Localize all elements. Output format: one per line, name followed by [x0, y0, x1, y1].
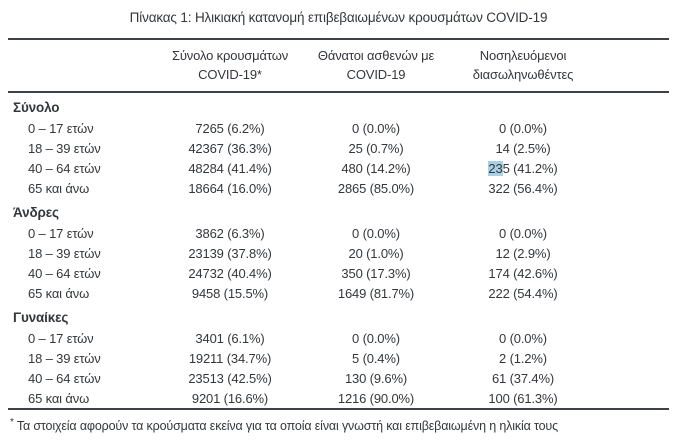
deaths-cell: 5 (0.4%) [352, 350, 400, 366]
table-header-row: Σύνολο κρουσμάτων COVID-19* Θάνατοι ασθε… [8, 40, 669, 93]
cases-cell: 23513 (42.5%) [188, 370, 272, 386]
footnote: * Τα στοιχεία αφορούν τα κρούσματα εκείν… [10, 414, 669, 435]
table-row: 0 – 17 ετών 3862 (6.3%) 0 (0.0%) 0 (0.0%) [8, 223, 669, 243]
table-row: 0 – 17 ετών 7265 (6.2%) 0 (0.0%) 0 (0.0%) [8, 118, 669, 138]
age-label: 65 και άνω [28, 285, 90, 301]
table-row: 18 – 39 ετών 42367 (36.3%) 25 (0.7%) 14 (2.… [8, 138, 669, 158]
section-header-row: Γυναίκες [8, 307, 669, 328]
cases-cell: 3862 (6.3%) [195, 225, 265, 241]
section-header-row: Άνδρες [8, 202, 669, 223]
cases-cell: 7265 (6.2%) [195, 120, 265, 136]
intubated-cell: 61 (37.4%) [491, 370, 555, 386]
age-label: 40 – 64 ετών [28, 160, 101, 176]
age-label: 0 – 17 ετών [28, 330, 94, 346]
cases-cell: 3401 (6.1%) [195, 330, 265, 346]
cases-cell: 19211 (34.7%) [188, 350, 272, 366]
footnote-text: Τα στοιχεία αφορούν τα κρούσματα εκείνα … [16, 419, 558, 434]
deaths-cell: 0 (0.0%) [352, 225, 400, 241]
age-label: 18 – 39 ετών [28, 245, 101, 261]
cases-cell: 18664 (16.0%) [188, 180, 272, 196]
cases-cell: 42367 (36.3%) [188, 140, 272, 156]
table-row: 18 – 39 ετών 23139 (37.8%) 20 (1.0%) 12 (2.… [8, 243, 669, 263]
column-header-cases-line2: COVID-19* [198, 67, 262, 82]
table-row: 0 – 17 ετών 3401 (6.1%) 0 (0.0%) 0 (0.0%) [8, 328, 669, 348]
cases-cell: 9201 (16.6%) [191, 390, 269, 406]
intubated-cell: 322 (56.4%) [488, 180, 558, 196]
column-header-intubated: Νοσηλευόμενοι διασωληνωθέντες [450, 46, 596, 84]
table-row: 40 – 64 ετών 23513 (42.5%) 130 (9.6%) 61 (3… [8, 368, 669, 388]
column-header-deaths: Θάνατοι ασθενών με COVID-19 [302, 46, 450, 84]
deaths-cell: 130 (9.6%) [344, 370, 408, 386]
intubated-cell: 0 (0.0%) [499, 225, 547, 241]
age-label: 65 και άνω [28, 180, 90, 196]
age-label: 65 και άνω [28, 390, 90, 406]
intubated-cell: 235 (41.2%) [488, 160, 558, 176]
column-header-deaths-line2: COVID-19 [346, 67, 406, 82]
cases-cell: 23139 (37.8%) [188, 245, 272, 261]
table-row: 18 – 39 ετών 19211 (34.7%) 5 (0.4%) 2 (1.2%… [8, 348, 669, 368]
deaths-cell: 0 (0.0%) [352, 120, 400, 136]
section-header-label: Γυναίκες [13, 310, 69, 325]
age-label: 40 – 64 ετών [28, 370, 101, 386]
age-label: 0 – 17 ετών [28, 225, 94, 241]
section-header-label: Σύνολο [13, 100, 60, 115]
table-row: 65 και άνω 18664 (16.0%) 2865 (85.0%) 322 (… [8, 178, 669, 198]
deaths-cell: 1649 (81.7%) [337, 285, 415, 301]
column-header-deaths-line1: Θάνατοι ασθενών με [317, 48, 435, 63]
intubated-cell: 100 (61.3%) [488, 390, 558, 406]
table-row: 40 – 64 ετών 24732 (40.4%) 350 (17.3%) 174 … [8, 263, 669, 283]
intubated-cell: 14 (2.5%) [495, 140, 551, 156]
section-header-row: Σύνολο [8, 97, 669, 118]
intubated-cell: 0 (0.0%) [499, 330, 547, 346]
deaths-cell: 25 (0.7%) [348, 140, 404, 156]
intubated-cell: 2 (1.2%) [499, 350, 547, 366]
deaths-cell: 20 (1.0%) [348, 245, 404, 261]
intubated-cell: 12 (2.9%) [495, 245, 551, 261]
column-header-cases-line1: Σύνολο κρουσμάτων [171, 48, 289, 63]
selection-highlight: 23 [488, 160, 503, 176]
column-header-cases: Σύνολο κρουσμάτων COVID-19* [158, 46, 302, 84]
cases-cell: 24732 (40.4%) [188, 265, 272, 281]
cases-cell: 48284 (41.4%) [188, 160, 272, 176]
column-header-intubated-line1: Νοσηλευόμενοι [479, 48, 567, 63]
age-label: 0 – 17 ετών [28, 120, 94, 136]
cases-cell: 9458 (15.5%) [191, 285, 269, 301]
table-body: Σύνολο 0 – 17 ετών 7265 (6.2%) 0 (0.0%) 0 (0… [8, 97, 669, 408]
intubated-cell: 174 (42.6%) [488, 265, 558, 281]
deaths-cell: 2865 (85.0%) [337, 180, 415, 196]
deaths-cell: 0 (0.0%) [352, 330, 400, 346]
footnote-marker: * [10, 417, 14, 428]
age-label: 18 – 39 ετών [28, 140, 101, 156]
deaths-cell: 1216 (90.0%) [337, 390, 415, 406]
column-header-intubated-line2: διασωληνωθέντες [472, 67, 574, 82]
table-row: 40 – 64 ετών 48284 (41.4%) 480 (14.2%) 235 … [8, 158, 669, 178]
age-label: 18 – 39 ετών [28, 350, 101, 366]
table-row: 65 και άνω 9458 (15.5%) 1649 (81.7%) 222 (5… [8, 283, 669, 303]
section-header-label: Άνδρες [13, 205, 59, 220]
table-title: Πίνακας 1: Ηλικιακή κατανομή επιβεβαιωμέ… [129, 10, 548, 25]
covid-age-table: Σύνολο κρουσμάτων COVID-19* Θάνατοι ασθε… [8, 38, 669, 410]
deaths-cell: 480 (14.2%) [341, 160, 411, 176]
intubated-cell: 0 (0.0%) [499, 120, 547, 136]
deaths-cell: 350 (17.3%) [341, 265, 411, 281]
intubated-cell: 222 (54.4%) [488, 285, 558, 301]
table-row: 65 και άνω 9201 (16.6%) 1216 (90.0%) 100 (6… [8, 388, 669, 408]
age-label: 40 – 64 ετών [28, 265, 101, 281]
